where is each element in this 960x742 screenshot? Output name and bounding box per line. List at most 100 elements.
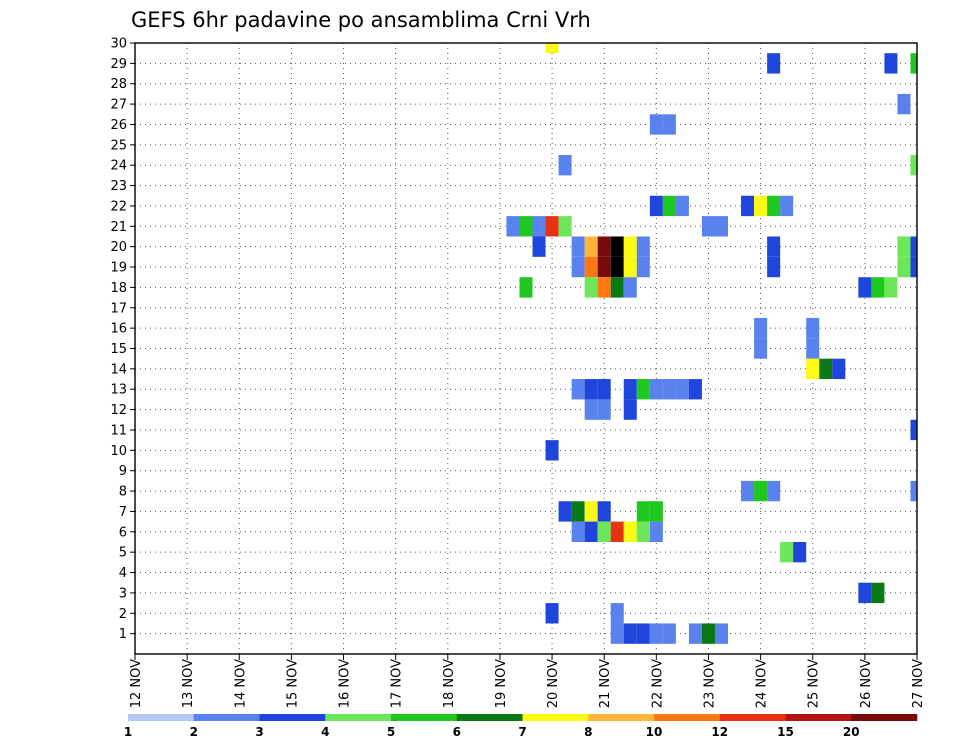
colorbar-label: 1 <box>124 725 132 739</box>
heatmap-cell <box>558 501 572 522</box>
heatmap-cell <box>793 541 807 563</box>
heatmap-cell <box>871 582 885 604</box>
colorbar-swatch <box>259 714 326 721</box>
colorbar-swatch <box>128 714 195 721</box>
heatmap-cell <box>623 379 637 400</box>
x-tick-label: 25 NOV <box>807 659 822 708</box>
heatmap-cell <box>623 256 637 278</box>
y-tick-label: 3 <box>119 586 127 601</box>
heatmap-cell <box>910 155 917 176</box>
colorbar-swatch <box>522 714 589 721</box>
y-tick-label: 1 <box>119 627 127 642</box>
colorbar-swatch <box>851 714 918 721</box>
y-tick-label: 17 <box>110 301 127 316</box>
heatmap-cell <box>884 53 898 74</box>
colorbar-swatch <box>719 714 786 721</box>
heatmap-cell <box>701 216 715 237</box>
x-tick-label: 13 NOV <box>181 659 196 708</box>
x-tick-label: 22 NOV <box>650 659 665 708</box>
x-tick-label: 24 NOV <box>755 659 770 708</box>
y-tick-label: 15 <box>110 342 127 357</box>
y-tick-label: 9 <box>119 464 127 479</box>
colorbar-swatch <box>325 714 392 721</box>
heatmap-cell <box>545 440 559 461</box>
heatmap-cell <box>610 603 624 624</box>
heatmap-cell <box>636 379 650 400</box>
heatmap-cell <box>675 195 689 217</box>
y-tick-label: 2 <box>119 607 127 622</box>
heatmap-cell <box>519 277 533 298</box>
y-tick-label: 14 <box>110 362 127 377</box>
heatmap-cell <box>532 236 546 257</box>
colorbar-label: 4 <box>321 725 329 739</box>
heatmap-cell <box>636 256 650 278</box>
heatmap-cell <box>597 277 611 298</box>
heatmap-cell <box>571 501 585 522</box>
y-tick-label: 28 <box>110 77 127 92</box>
y-tick-label: 13 <box>110 383 127 398</box>
heatmap-cell <box>623 399 637 420</box>
colorbar-label: 3 <box>255 725 263 739</box>
heatmap-cell <box>597 236 611 257</box>
colorbar-swatch <box>588 714 655 721</box>
heatmap-cell <box>636 623 650 644</box>
heatmap-cell <box>610 623 624 644</box>
heatmap-cell <box>662 114 676 135</box>
heatmap-cell <box>897 256 911 278</box>
heatmap-cells <box>506 43 917 644</box>
y-tick-label: 23 <box>110 179 127 194</box>
heatmap-cell <box>897 236 911 257</box>
y-tick-label: 4 <box>119 566 127 581</box>
heatmap-cell <box>714 216 729 237</box>
colorbar: 1 2 3 4 5 6 7 8 10 12 15 20 <box>124 714 918 739</box>
colorbar-swatch <box>456 714 523 721</box>
heatmap-cell <box>584 236 598 257</box>
y-tick-label: 27 <box>110 98 127 113</box>
heatmap-cell <box>701 623 715 644</box>
x-tick-label: 23 NOV <box>702 659 717 708</box>
x-tick-label: 16 NOV <box>338 659 353 708</box>
heatmap-cell <box>610 236 624 257</box>
heatmap-cell <box>532 216 546 237</box>
x-tick-label: 20 NOV <box>546 659 561 708</box>
heatmap-cell <box>623 236 637 257</box>
heatmap-cell <box>675 379 689 400</box>
heatmap-cell <box>636 236 650 257</box>
x-tick-label: 18 NOV <box>442 659 457 708</box>
colorbar-label: 5 <box>387 725 395 739</box>
heatmap-cell <box>584 399 598 420</box>
heatmap-cell <box>871 277 885 298</box>
heatmap-cell <box>806 317 820 339</box>
heatmap-cell <box>571 256 585 278</box>
heatmap-cell <box>623 623 637 644</box>
heatmap-cell <box>806 338 820 359</box>
y-tick-label: 21 <box>110 220 127 235</box>
heatmap-cell <box>545 603 559 624</box>
x-tick-label: 27 NOV <box>911 659 926 708</box>
y-tick-label: 19 <box>110 261 127 276</box>
x-tick-label: 14 NOV <box>233 659 248 708</box>
heatmap-cell <box>597 379 611 400</box>
y-tick-label: 10 <box>110 444 127 459</box>
heatmap-cell <box>584 521 598 542</box>
heatmap-cell <box>506 216 520 237</box>
y-tick-label: 16 <box>110 322 127 337</box>
heatmap-cell <box>806 358 820 380</box>
x-tick-label: 15 NOV <box>285 659 300 708</box>
heatmap-cell <box>688 379 702 400</box>
heatmap-cell <box>767 256 781 278</box>
colorbar-label: 2 <box>190 725 198 739</box>
heatmap-cell <box>649 195 663 217</box>
y-tick-label: 26 <box>110 118 127 133</box>
y-tick-label: 5 <box>119 546 127 561</box>
colorbar-swatch <box>193 714 260 721</box>
heatmap-cell <box>754 338 768 359</box>
colorbar-label: 7 <box>518 725 526 739</box>
heatmap-cell <box>545 216 559 237</box>
heatmap-cell <box>910 256 917 278</box>
y-tick-label: 7 <box>119 505 127 520</box>
heatmap-cell <box>649 521 663 542</box>
heatmap-cell <box>558 155 572 176</box>
heatmap-cell <box>597 521 611 542</box>
